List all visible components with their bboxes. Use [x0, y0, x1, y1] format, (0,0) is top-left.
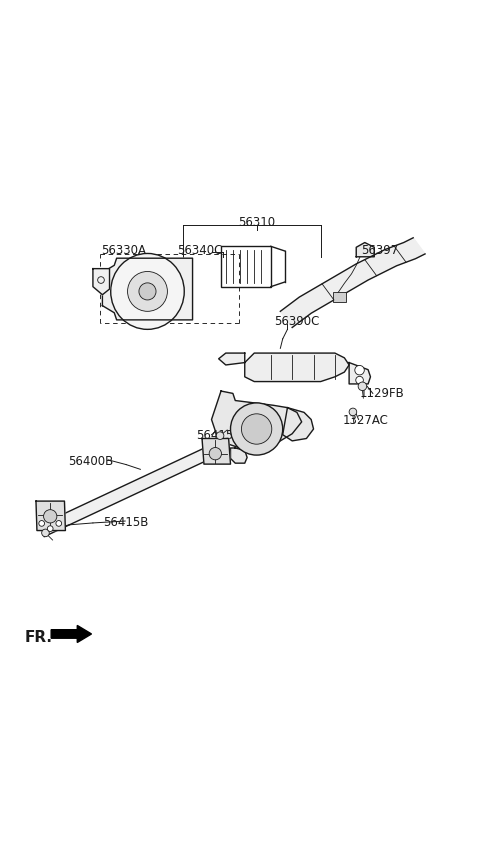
Text: 56415B: 56415B: [104, 517, 149, 529]
Text: 56415B: 56415B: [196, 429, 241, 442]
Text: 56390C: 56390C: [274, 315, 320, 329]
Polygon shape: [93, 269, 109, 295]
Polygon shape: [280, 238, 425, 328]
Circle shape: [216, 432, 224, 439]
Polygon shape: [36, 501, 65, 530]
Polygon shape: [245, 353, 349, 382]
Circle shape: [44, 510, 57, 523]
Circle shape: [230, 403, 283, 455]
Circle shape: [48, 526, 53, 531]
Polygon shape: [102, 258, 192, 320]
Polygon shape: [230, 448, 247, 463]
Text: 56330A: 56330A: [101, 244, 146, 257]
Circle shape: [128, 271, 168, 311]
Circle shape: [241, 414, 272, 444]
Ellipse shape: [111, 253, 184, 329]
Text: FR.: FR.: [24, 631, 52, 645]
Circle shape: [39, 521, 45, 526]
Polygon shape: [202, 438, 230, 464]
Polygon shape: [283, 408, 313, 441]
Circle shape: [355, 366, 364, 375]
Bar: [333, 292, 346, 302]
Polygon shape: [51, 625, 92, 643]
Circle shape: [358, 382, 367, 390]
Circle shape: [139, 283, 156, 300]
Text: 56310: 56310: [238, 216, 275, 229]
Text: 56340C: 56340C: [177, 244, 222, 257]
Bar: [221, 246, 271, 287]
Circle shape: [56, 521, 61, 526]
Circle shape: [42, 529, 49, 537]
Text: 56400B: 56400B: [68, 455, 113, 468]
Circle shape: [349, 408, 357, 416]
Text: 1327AC: 1327AC: [343, 414, 389, 427]
Circle shape: [209, 448, 221, 460]
Text: 1129FB: 1129FB: [360, 387, 405, 400]
Text: 56397: 56397: [361, 244, 398, 257]
Polygon shape: [356, 243, 374, 257]
Polygon shape: [219, 353, 245, 365]
Circle shape: [356, 377, 363, 384]
Polygon shape: [39, 444, 216, 536]
Polygon shape: [349, 363, 371, 384]
Polygon shape: [212, 391, 301, 450]
